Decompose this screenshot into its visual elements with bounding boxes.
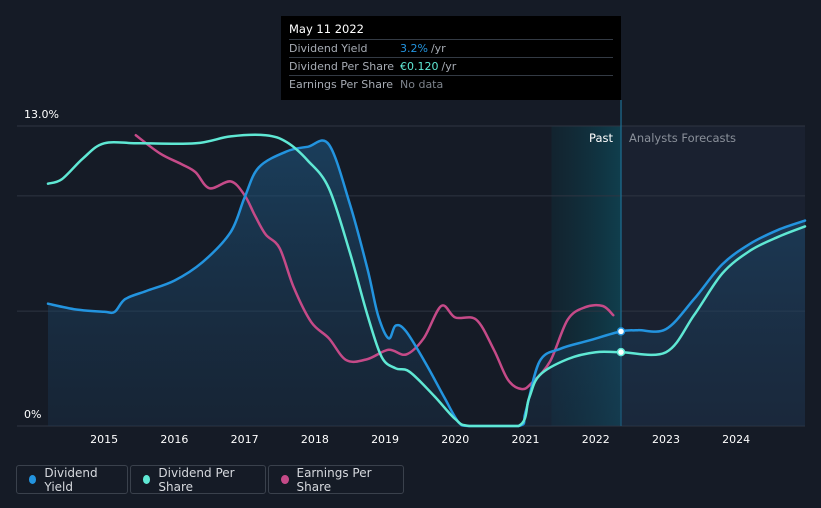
x-tick-label: 2021 xyxy=(512,433,540,446)
dividend-yield-area xyxy=(48,140,805,426)
legend-label: Earnings Per Share xyxy=(296,465,372,494)
tooltip-row-dividend-per-share: Dividend Per Share €0.120 /yr xyxy=(289,57,613,75)
x-axis-ticks: 2015 2016 2017 2018 2019 2020 2021 2022 2023 2024 xyxy=(90,433,750,446)
x-tick-label: 2015 xyxy=(90,433,118,446)
tooltip-label: Dividend Per Share xyxy=(289,60,395,73)
dividend-per-share-line xyxy=(46,133,807,428)
dividend-yield-line xyxy=(46,139,807,428)
y-axis-top-label: 13.0% xyxy=(24,108,59,121)
x-tick-label: 2024 xyxy=(722,433,750,446)
legend-label: Dividend Per Share xyxy=(158,465,235,494)
legend-dividend-yield[interactable]: Dividend Yield xyxy=(16,465,128,494)
tooltip: May 11 2022 Dividend Yield 3.2% /yr Divi… xyxy=(281,16,621,100)
legend-label: Dividend Yield xyxy=(44,465,98,494)
dividend-per-share-marker xyxy=(616,347,626,357)
legend-dot-icon xyxy=(281,475,289,484)
x-tick-label: 2017 xyxy=(231,433,259,446)
x-tick-label: 2019 xyxy=(371,433,399,446)
dividend-yield-marker xyxy=(616,327,626,336)
forecast-label: Analysts Forecasts xyxy=(629,131,736,145)
x-tick-label: 2016 xyxy=(160,433,188,446)
tooltip-row-dividend-yield: Dividend Yield 3.2% /yr xyxy=(289,39,613,57)
legend-dot-icon xyxy=(29,475,37,484)
legend-dot-icon xyxy=(143,475,151,484)
tooltip-label: Earnings Per Share xyxy=(289,78,394,91)
legend-earnings-per-share[interactable]: Earnings Per Share xyxy=(268,465,404,494)
tooltip-value: No data xyxy=(400,78,444,91)
x-tick-label: 2023 xyxy=(652,433,680,446)
past-label: Past xyxy=(589,131,613,145)
tooltip-label: Dividend Yield xyxy=(289,42,368,55)
tooltip-unit: /yr xyxy=(441,60,457,73)
x-tick-label: 2022 xyxy=(582,433,610,446)
x-tick-label: 2020 xyxy=(441,433,469,446)
chart-area: 13.0% 0% Past Analysts Forecasts 2015 201… xyxy=(17,100,807,446)
tooltip-value: 3.2% xyxy=(400,42,428,55)
tooltip-row-earnings-per-share: Earnings Per Share No data xyxy=(289,75,613,93)
y-axis-bottom-label: 0% xyxy=(24,408,41,421)
tooltip-unit: /yr xyxy=(430,42,446,55)
tooltip-date: May 11 2022 xyxy=(289,22,364,36)
legend-dividend-per-share[interactable]: Dividend Per Share xyxy=(130,465,266,494)
tooltip-value: €0.120 xyxy=(400,60,439,73)
x-tick-label: 2018 xyxy=(301,433,329,446)
